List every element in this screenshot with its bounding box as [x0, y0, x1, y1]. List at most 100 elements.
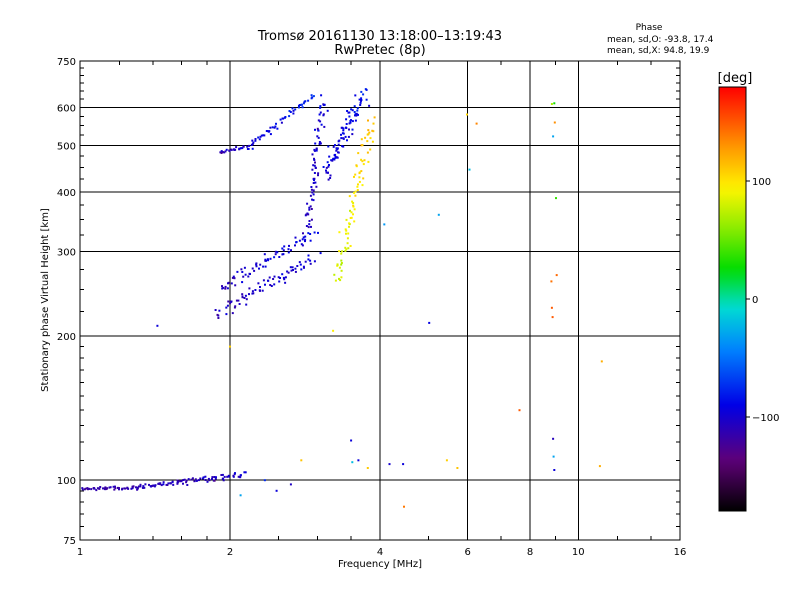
trace-point — [298, 239, 301, 242]
trace-point — [362, 163, 365, 166]
trace-point — [298, 261, 301, 264]
trace-point — [334, 156, 337, 159]
trace-point — [274, 250, 277, 253]
trace-point — [319, 106, 322, 109]
trace-point — [131, 487, 134, 490]
trace-point — [302, 102, 305, 105]
trace-point — [118, 487, 120, 490]
isolated-point — [428, 321, 431, 324]
trace-point — [340, 269, 343, 272]
y-tick-label: 500 — [57, 141, 76, 152]
x-axis-label: Frequency [MHz] — [338, 559, 422, 570]
isolated-point — [552, 455, 555, 458]
trace-point — [182, 482, 184, 485]
trace-point — [232, 275, 235, 278]
trace-point — [182, 479, 185, 481]
trace-point — [157, 482, 160, 485]
trace-point — [136, 488, 139, 491]
trace-point — [243, 266, 246, 269]
isolated-point — [552, 437, 555, 440]
trace-point — [327, 145, 330, 148]
trace-point — [162, 481, 165, 484]
trace-point — [347, 232, 350, 235]
trace-point — [269, 126, 272, 129]
trace-point — [354, 114, 356, 117]
trace-point — [84, 487, 87, 490]
trace-point — [262, 134, 265, 137]
trace-point — [315, 147, 318, 150]
trace-point — [151, 484, 154, 487]
trace-point — [273, 126, 276, 129]
trace-point — [317, 174, 319, 177]
trace-point — [255, 263, 258, 266]
trace-point — [297, 106, 300, 109]
trace-point — [341, 132, 344, 135]
trace-point — [319, 111, 322, 114]
trace-point — [254, 139, 257, 142]
trace-point — [195, 479, 198, 482]
trace-point — [340, 126, 343, 129]
trace-point — [279, 118, 282, 121]
phase-box-title: Phase — [636, 23, 663, 33]
isolated-point — [403, 505, 405, 508]
trace-point — [219, 151, 222, 154]
plot-frame — [79, 60, 681, 541]
trace-point — [226, 304, 229, 307]
trace-point — [230, 300, 233, 303]
trace-point — [351, 200, 354, 203]
trace-point — [241, 281, 244, 284]
trace-point — [272, 278, 275, 280]
trace-point — [318, 143, 321, 145]
trace-point — [309, 205, 312, 208]
trace-point — [344, 135, 347, 138]
trace-point — [244, 471, 247, 474]
trace-point — [227, 300, 230, 303]
trace-point — [311, 153, 314, 156]
trace-point — [304, 238, 307, 241]
trace-point — [348, 225, 350, 228]
trace-point — [281, 117, 284, 120]
trace-point — [360, 138, 363, 141]
trace-point — [317, 136, 320, 139]
trace-point — [283, 116, 286, 119]
trace-point — [228, 149, 231, 152]
trace-point — [234, 148, 237, 151]
trace-point — [263, 253, 266, 256]
trace-point — [235, 146, 238, 149]
trace-point — [267, 130, 270, 133]
trace-point — [351, 128, 354, 131]
trace-point — [199, 477, 202, 480]
trace-point — [327, 178, 330, 181]
trace-point — [345, 123, 348, 125]
trace-point — [322, 114, 325, 117]
trace-point — [317, 129, 320, 132]
trace-point — [371, 140, 374, 143]
trace-point — [304, 235, 307, 238]
trace-point — [114, 487, 117, 490]
trace-point — [355, 114, 358, 117]
trace-point — [348, 195, 351, 198]
x-tick-label: 10 — [572, 547, 585, 558]
trace-point — [308, 220, 311, 222]
trace-point — [251, 139, 254, 142]
isolated-point — [466, 113, 468, 116]
trace-point — [332, 158, 334, 161]
trace-point — [294, 270, 297, 273]
trace-point — [361, 184, 364, 187]
trace-point — [295, 241, 298, 243]
trace-point — [242, 275, 245, 278]
trace-point — [328, 164, 330, 166]
trace-point — [310, 188, 313, 191]
trace-point — [364, 136, 367, 139]
trace-point — [234, 305, 237, 308]
trace-point — [356, 189, 359, 191]
trace-point — [204, 479, 207, 481]
trace-point — [198, 479, 200, 482]
trace-point — [334, 144, 336, 147]
trace-point — [179, 480, 182, 483]
trace-point — [234, 284, 237, 287]
trace-point — [282, 253, 285, 256]
trace-point — [226, 475, 229, 478]
trace-point — [241, 147, 244, 150]
